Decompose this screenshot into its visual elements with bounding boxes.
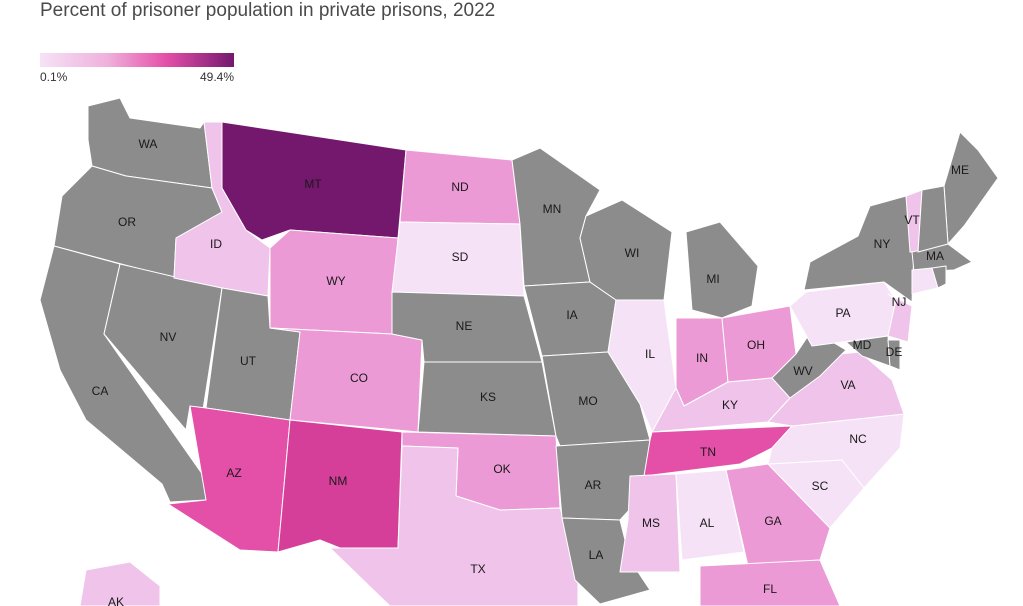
state-label-ks: KS <box>480 390 496 404</box>
legend-labels: 0.1% 49.4% <box>40 70 234 86</box>
state-label-nd: ND <box>451 180 469 194</box>
state-ri[interactable] <box>931 265 947 289</box>
state-ak[interactable] <box>79 561 161 606</box>
state-label-de: DE <box>886 345 903 359</box>
state-label-ms: MS <box>642 516 660 530</box>
state-label-ok: OK <box>493 462 510 476</box>
state-label-sd: SD <box>452 250 469 264</box>
state-label-nj: NJ <box>892 295 907 309</box>
state-label-id: ID <box>210 237 222 251</box>
state-label-vt: VT <box>904 213 920 227</box>
legend-max-label: 49.4% <box>199 70 234 84</box>
state-label-me: ME <box>951 163 969 177</box>
state-label-fl: FL <box>763 582 777 596</box>
state-label-wa: WA <box>139 137 158 151</box>
state-label-co: CO <box>350 371 368 385</box>
state-label-oh: OH <box>747 338 765 352</box>
legend-gradient-bar <box>40 53 234 67</box>
state-label-ca: CA <box>92 384 109 398</box>
state-label-wy: WY <box>326 274 345 288</box>
state-wv[interactable] <box>771 329 847 399</box>
state-label-wv: WV <box>793 364 812 378</box>
state-la[interactable] <box>561 517 651 605</box>
state-label-nm: NM <box>329 474 348 488</box>
state-label-az: AZ <box>226 466 241 480</box>
state-label-mo: MO <box>578 394 597 408</box>
state-label-ia: IA <box>566 308 577 322</box>
state-label-pa: PA <box>835 306 850 320</box>
state-label-ny: NY <box>874 237 891 251</box>
state-label-in: IN <box>696 351 708 365</box>
state-label-nc: NC <box>849 432 867 446</box>
state-label-ky: KY <box>722 398 738 412</box>
state-label-tn: TN <box>700 445 716 459</box>
state-label-wi: WI <box>625 246 640 260</box>
state-label-md: MD <box>853 338 872 352</box>
state-label-tx: TX <box>470 562 485 576</box>
state-nh[interactable] <box>917 185 949 253</box>
state-label-or: OR <box>118 215 136 229</box>
state-label-ak: AK <box>108 595 124 606</box>
state-label-mi: MI <box>706 272 719 286</box>
state-fl[interactable] <box>699 559 841 606</box>
state-label-la: LA <box>589 548 604 562</box>
state-al[interactable] <box>675 469 745 561</box>
state-nj[interactable] <box>887 293 913 343</box>
state-label-mt: MT <box>304 177 322 191</box>
state-label-ne: NE <box>456 319 473 333</box>
state-label-nv: NV <box>160 330 177 344</box>
state-label-il: IL <box>645 347 655 361</box>
state-label-al: AL <box>700 516 715 530</box>
state-me[interactable] <box>943 131 999 245</box>
state-label-mn: MN <box>543 202 562 216</box>
map-title: Percent of prisoner population in privat… <box>40 0 496 21</box>
state-label-ar: AR <box>585 478 602 492</box>
state-label-ga: GA <box>764 514 781 528</box>
state-ms[interactable] <box>619 473 681 573</box>
state-mi[interactable] <box>685 221 759 319</box>
state-ga[interactable] <box>725 463 831 567</box>
state-label-ut: UT <box>240 354 257 368</box>
legend-min-label: 0.1% <box>40 70 68 84</box>
color-legend: 0.1% 49.4% <box>40 53 234 86</box>
state-de[interactable] <box>887 339 901 371</box>
state-label-ma: MA <box>926 249 944 263</box>
state-label-sc: SC <box>812 479 829 493</box>
state-label-va: VA <box>840 378 855 392</box>
